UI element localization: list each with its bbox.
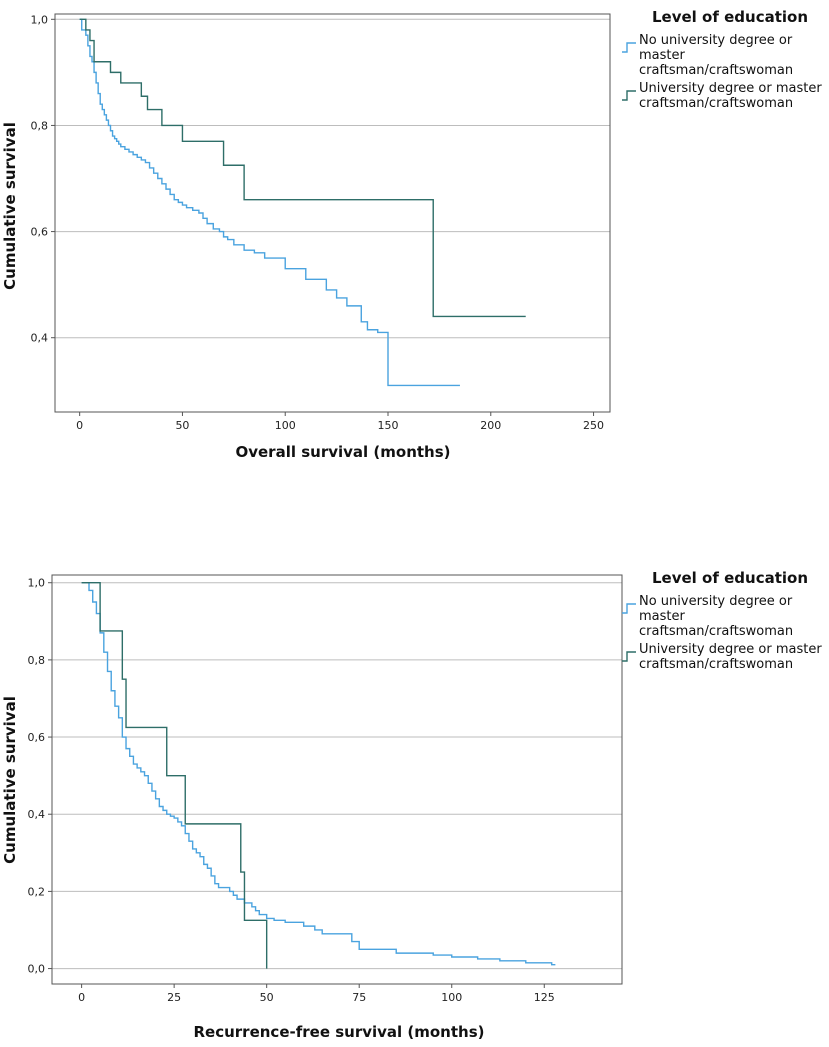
recurrence-free-survival-panel: 0,0 0,2 0,4 0,6 0,8 1,0 0 25 50 75 100 125 Recurre… [1,569,822,1041]
legend-swatch [622,651,636,662]
x-tick-label: 25 [167,991,181,1004]
legend-title: Level of education [652,569,808,587]
y-tick-label: 0,4 [31,332,49,345]
legend-swatch [622,42,636,53]
y-tick-label: 1,0 [28,577,46,590]
y-tick-label: 0,0 [28,963,46,976]
legend-entry: University degree or mastercraftsman/cra… [622,642,822,672]
legend-label: No university degree or [639,594,793,609]
legend: Level of education No university degree o… [622,569,822,672]
x-axis-label: Recurrence-free survival (months) [193,1023,484,1041]
legend-entry: No university degree ormastercraftsman/c… [622,594,793,639]
survival-curve-university-degree [81,582,268,969]
legend-label: craftsman/craftswoman [639,63,793,78]
x-tick-label: 50 [175,419,189,432]
x-tick-label: 250 [583,419,604,432]
legend-label: University degree or master [639,642,822,657]
legend-label: master [639,609,685,624]
legend-label: No university degree or [639,33,793,48]
y-tick-label: 0,6 [28,731,46,744]
y-tick-label: 0,8 [31,119,49,132]
y-axis-label: Cumulative survival [1,122,19,290]
legend: Level of education No university degree o… [622,8,822,111]
legend-label: master [639,48,685,63]
legend-label: craftsman/craftswoman [639,657,793,672]
y-tick-label: 1,0 [31,13,49,26]
survival-curve-no-university-degree [79,18,460,387]
x-tick-label: 125 [534,991,555,1004]
legend-title: Level of education [652,8,808,26]
legend-label: craftsman/craftswoman [639,624,793,639]
legend-label: craftsman/craftswoman [639,96,793,111]
x-tick-label: 0 [76,419,83,432]
legend-entry: University degree or mastercraftsman/cra… [622,81,822,111]
overall-survival-panel: 0,4 0,6 0,8 1,0 0 50 100 150 200 250 Overall sur… [1,8,822,461]
y-tick-label: 0,6 [31,226,49,239]
legend-label: University degree or master [639,81,822,96]
legend-swatch [622,90,636,101]
x-tick-label: 0 [78,991,85,1004]
legend-swatch [622,603,636,614]
x-tick-label: 150 [378,419,399,432]
x-axis-label: Overall survival (months) [235,443,450,461]
plot-frame [51,574,623,985]
survival-curve-university-degree [79,18,526,318]
plot-frame [54,13,611,413]
x-tick-label: 100 [441,991,462,1004]
x-tick-label: 100 [275,419,296,432]
x-tick-label: 75 [352,991,366,1004]
survival-curve-no-university-degree [81,582,556,966]
x-tick-label: 50 [260,991,274,1004]
y-tick-label: 0,4 [28,808,46,821]
y-axis-label: Cumulative survival [1,696,19,864]
x-tick-label: 200 [480,419,501,432]
y-tick-label: 0,2 [28,885,46,898]
y-tick-label: 0,8 [28,654,46,667]
legend-entry: No university degree ormastercraftsman/c… [622,33,793,78]
